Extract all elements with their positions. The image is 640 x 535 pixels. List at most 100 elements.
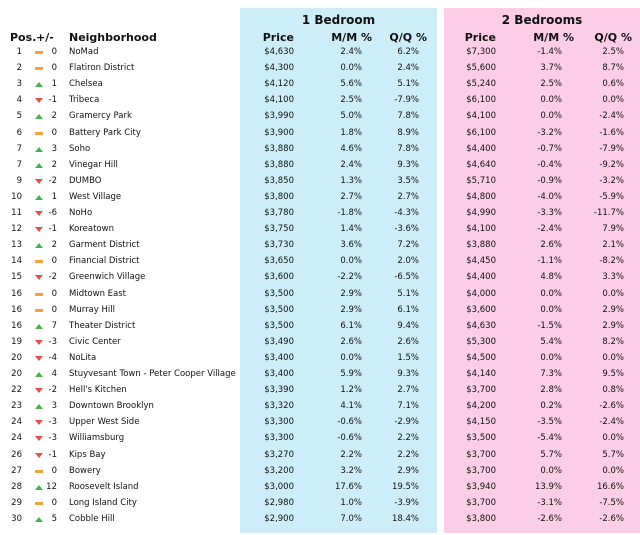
price-1br: $4,100 xyxy=(264,95,294,106)
mm-1br: 1.2% xyxy=(340,385,362,396)
dash-icon xyxy=(35,308,43,312)
price-2br: $4,100 xyxy=(466,224,496,235)
table-row: 20 4 Stuyvesant Town - Peter Cooper Villag… xyxy=(0,366,640,382)
mm-1br: 1.0% xyxy=(340,497,362,508)
neighborhood-name: Murray Hill xyxy=(69,304,115,315)
price-2br: $4,640 xyxy=(466,159,496,170)
mm-1br: 1.4% xyxy=(340,224,362,235)
price-1br: $3,400 xyxy=(264,369,294,379)
table-row: 16 0 Murray Hill $3,500 2.9% 6.1% $3,600 0.0% 2.… xyxy=(0,302,640,318)
dash-icon xyxy=(35,260,43,264)
rank-position: 7 xyxy=(16,159,22,170)
qq-1br: -3.9% xyxy=(394,497,419,508)
arrow-up-icon xyxy=(35,162,43,168)
price-2br: $4,200 xyxy=(466,401,496,412)
neighborhood-name: Long Island City xyxy=(69,497,137,508)
mm-2br: 13.9% xyxy=(534,481,562,492)
price-1br: $3,390 xyxy=(264,385,294,396)
neighborhood-name: Chelsea xyxy=(69,79,103,90)
mm-1br: -0.6% xyxy=(337,417,362,428)
mm-1br: 2.4% xyxy=(340,47,362,57)
table-row: 3 1 Chelsea $4,120 5.6% 5.1% $5,240 2.5% 0.6% xyxy=(0,76,640,92)
price-1br: $4,630 xyxy=(264,47,294,57)
arrow-down-icon xyxy=(35,339,43,345)
qq-1br: 2.0% xyxy=(397,256,419,267)
neighborhood-name: Bowery xyxy=(69,465,101,476)
qq-1br: 9.3% xyxy=(397,369,419,379)
mm-1br: 17.6% xyxy=(334,481,362,492)
price-2br: $3,700 xyxy=(466,465,496,476)
table-row: 6 0 Battery Park City $3,900 1.8% 8.9% $6,100 -… xyxy=(0,125,640,141)
price-2br: $4,990 xyxy=(466,208,496,218)
qq-2br: -2.6% xyxy=(599,513,624,524)
rank-change: 2 xyxy=(51,111,57,122)
table-row: 9 -2 DUMBO $3,850 1.3% 3.5% $5,710 -0.9% -3.2% xyxy=(0,173,640,189)
rank-change: 4 xyxy=(51,369,57,379)
qq-2br: 0.0% xyxy=(602,433,624,444)
arrow-up-icon xyxy=(35,323,43,329)
rank-position: 26 xyxy=(11,449,22,460)
neighborhood-name: West Village xyxy=(69,191,122,202)
qq-2br: 5.7% xyxy=(602,449,624,460)
price-2br: $3,940 xyxy=(466,481,496,492)
neighborhood-name: NoMad xyxy=(69,47,99,57)
qq-2br: 0.8% xyxy=(602,385,624,396)
price-2br: $6,100 xyxy=(466,95,496,106)
mm-2br: 4.8% xyxy=(540,272,562,283)
price-1br: $3,990 xyxy=(264,111,294,122)
price-2br: $4,150 xyxy=(466,417,496,428)
price-1br: $2,980 xyxy=(264,497,294,508)
rank-position: 24 xyxy=(11,433,22,444)
price-1br: $2,900 xyxy=(264,513,294,524)
neighborhood-name: Gramercy Park xyxy=(69,111,132,122)
arrow-down-icon xyxy=(35,98,43,104)
dash-icon xyxy=(35,469,43,473)
rank-position: 27 xyxy=(11,465,22,476)
mm-2br: 0.0% xyxy=(540,465,562,476)
table-row: 29 0 Long Island City $2,980 1.0% -3.9% $3,700… xyxy=(0,495,640,511)
header-price-1br: Price xyxy=(262,31,294,44)
table-row: 7 3 Soho $3,880 4.6% 7.8% $4,400 -0.7% -7.9% xyxy=(0,141,640,157)
table-row: 2 0 Flatiron District $4,300 0.0% 2.4% $5,600 3… xyxy=(0,60,640,76)
rank-position: 15 xyxy=(11,272,22,283)
mm-1br: 4.6% xyxy=(340,143,362,154)
rank-position: 11 xyxy=(11,208,22,218)
table-row: 19 -3 Civic Center $3,490 2.6% 2.6% $5,300 5.4%… xyxy=(0,334,640,350)
mm-2br: 0.0% xyxy=(540,95,562,106)
table-row: 23 3 Downtown Brooklyn $3,320 4.1% 7.1% $4,200… xyxy=(0,398,640,414)
rank-position: 12 xyxy=(11,224,22,235)
qq-1br: 3.5% xyxy=(397,175,419,186)
qq-1br: 7.1% xyxy=(397,401,419,412)
qq-2br: -9.2% xyxy=(599,159,624,170)
qq-1br: 2.7% xyxy=(397,385,419,396)
mm-1br: 2.6% xyxy=(340,336,362,347)
table-row: 22 -2 Hell's Kitchen $3,390 1.2% 2.7% $3,700 2.… xyxy=(0,382,640,398)
rank-change: 0 xyxy=(51,304,57,315)
table-row: 28 12 Roosevelt Island $3,000 17.6% 19.5% $3,9… xyxy=(0,479,640,495)
mm-1br: 0.0% xyxy=(340,63,362,74)
mm-2br: -1.4% xyxy=(537,47,562,57)
mm-2br: 0.0% xyxy=(540,288,562,299)
rank-change: -2 xyxy=(48,385,57,396)
rank-position: 3 xyxy=(16,79,22,90)
table-row: 24 -3 Upper West Side $3,300 -0.6% -2.9% $4,15… xyxy=(0,414,640,430)
table-row: 26 -1 Kips Bay $3,270 2.2% 2.2% $3,700 5.7% 5.7% xyxy=(0,447,640,463)
qq-1br: 2.7% xyxy=(397,191,419,202)
rank-change: -6 xyxy=(48,208,57,218)
rank-change: -2 xyxy=(48,272,57,283)
price-1br: $4,300 xyxy=(264,63,294,74)
mm-1br: 5.0% xyxy=(340,111,362,122)
qq-1br: -4.3% xyxy=(394,208,419,218)
mm-2br: -3.1% xyxy=(537,497,562,508)
mm-2br: -0.7% xyxy=(537,143,562,154)
mm-1br: -2.2% xyxy=(337,272,362,283)
mm-2br: 5.7% xyxy=(540,449,562,460)
header-price-2br: Price xyxy=(464,31,496,44)
mm-1br: 2.9% xyxy=(340,304,362,315)
arrow-up-icon xyxy=(35,194,43,200)
mm-1br: 4.1% xyxy=(340,401,362,412)
price-1br: $3,400 xyxy=(264,352,294,363)
price-1br: $3,730 xyxy=(264,240,294,251)
qq-2br: -11.7% xyxy=(593,208,624,218)
qq-2br: 0.6% xyxy=(602,79,624,90)
